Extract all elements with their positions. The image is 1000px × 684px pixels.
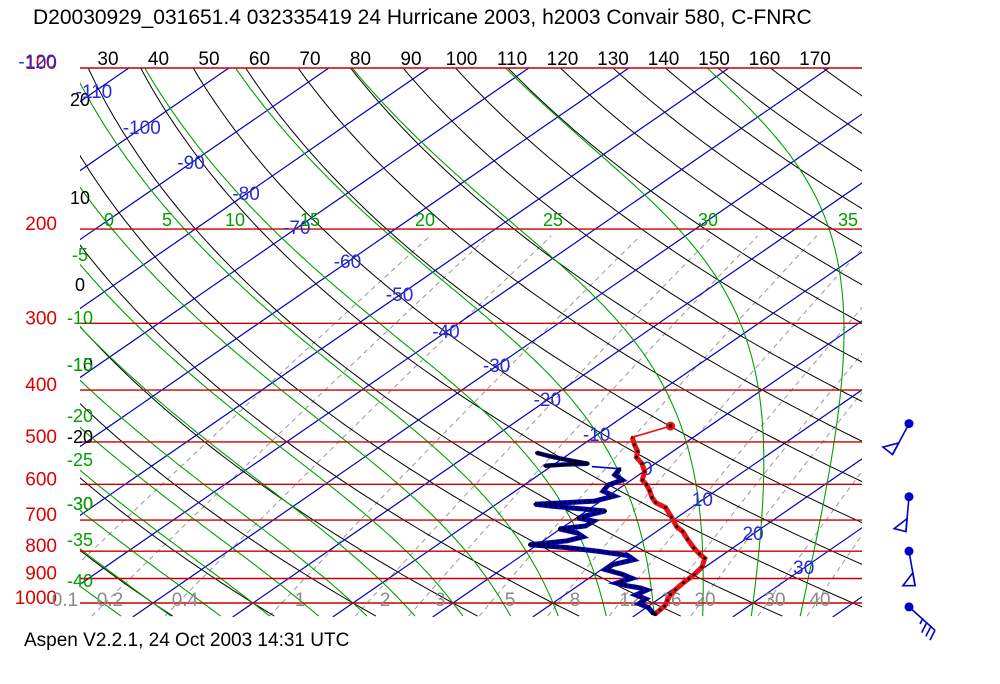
- svg-text:-20: -20: [534, 390, 561, 411]
- wind-barbs: [881, 419, 936, 641]
- svg-text:20: 20: [694, 590, 715, 611]
- svg-text:30: 30: [698, 210, 718, 230]
- svg-text:-10: -10: [583, 425, 610, 446]
- svg-text:-35: -35: [67, 530, 93, 550]
- svg-text:400: 400: [25, 375, 57, 396]
- svg-text:0.2: 0.2: [97, 590, 123, 611]
- svg-text:150: 150: [698, 49, 730, 70]
- wind-barb: [901, 546, 917, 587]
- temperature-trace: [629, 421, 708, 617]
- svg-text:0.1: 0.1: [52, 590, 78, 611]
- wind-barb: [881, 419, 914, 456]
- wind-barb: [904, 602, 936, 641]
- svg-text:-80: -80: [232, 184, 259, 205]
- isotherm-lines: [80, 68, 862, 617]
- svg-text:-25: -25: [67, 450, 93, 470]
- svg-text:-30: -30: [67, 494, 93, 514]
- svg-text:30: 30: [764, 590, 785, 611]
- svg-text:35: 35: [838, 210, 858, 230]
- svg-text:20: 20: [742, 524, 763, 545]
- svg-text:-90: -90: [177, 153, 204, 174]
- svg-text:80: 80: [350, 49, 371, 70]
- svg-text:-30: -30: [67, 494, 93, 514]
- svg-text:0: 0: [75, 275, 85, 295]
- svg-text:100: 100: [446, 49, 478, 70]
- svg-text:-110: -110: [76, 82, 113, 103]
- moist-adiabat-lines: [80, 68, 845, 617]
- svg-text:-40: -40: [67, 571, 93, 591]
- chart-title: D20030929_031651.4 032335419 24 Hurrican…: [33, 6, 812, 29]
- svg-text:-50: -50: [386, 285, 413, 306]
- svg-text:-10: -10: [67, 308, 93, 328]
- svg-text:1: 1: [295, 590, 306, 611]
- svg-text:-120: -120: [18, 52, 56, 73]
- svg-text:25: 25: [543, 210, 563, 230]
- svg-text:0.4: 0.4: [172, 590, 199, 611]
- svg-text:8: 8: [570, 590, 581, 611]
- svg-text:-5: -5: [72, 245, 88, 265]
- svg-text:200: 200: [25, 214, 57, 235]
- svg-text:40: 40: [809, 590, 830, 611]
- svg-text:-20: -20: [67, 427, 93, 447]
- svg-text:-40: -40: [432, 322, 459, 343]
- svg-text:120: 120: [547, 49, 579, 70]
- svg-text:-100: -100: [123, 118, 161, 139]
- svg-text:5: 5: [162, 210, 172, 230]
- svg-text:20: 20: [415, 210, 435, 230]
- svg-text:40: 40: [148, 49, 169, 70]
- svg-text:800: 800: [25, 536, 57, 557]
- svg-text:50: 50: [198, 49, 219, 70]
- svg-text:10: 10: [692, 490, 713, 511]
- svg-text:-60: -60: [334, 252, 361, 273]
- svg-text:110: 110: [497, 49, 527, 70]
- dewpoint-trace: [528, 450, 656, 616]
- svg-text:140: 140: [648, 49, 680, 70]
- svg-text:60: 60: [249, 49, 270, 70]
- status-line: Aspen V2.2.1, 24 Oct 2003 14:31 UTC: [24, 630, 350, 651]
- wind-barb: [892, 492, 914, 533]
- svg-text:-10: -10: [67, 355, 93, 375]
- svg-text:500: 500: [25, 427, 57, 448]
- svg-text:700: 700: [25, 505, 57, 526]
- svg-text:3: 3: [435, 590, 446, 611]
- svg-text:0: 0: [642, 459, 653, 480]
- svg-text:90: 90: [400, 49, 421, 70]
- svg-text:130: 130: [597, 49, 629, 70]
- svg-text:170: 170: [799, 49, 831, 70]
- svg-text:1000: 1000: [15, 588, 57, 609]
- svg-text:300: 300: [25, 308, 57, 329]
- dry-adiabat-lines: [80, 68, 862, 617]
- svg-text:20: 20: [70, 90, 90, 110]
- svg-text:10: 10: [225, 210, 245, 230]
- svg-text:0: 0: [104, 210, 114, 230]
- svg-text:600: 600: [25, 469, 57, 490]
- svg-text:15: 15: [300, 210, 320, 230]
- svg-text:30: 30: [793, 558, 814, 579]
- svg-text:-30: -30: [483, 356, 510, 377]
- svg-text:100: 100: [25, 53, 57, 74]
- svg-text:-70: -70: [283, 218, 310, 239]
- svg-text:10: 10: [70, 188, 90, 208]
- svg-text:70: 70: [299, 49, 320, 70]
- svg-text:30: 30: [97, 49, 118, 70]
- svg-text:-15: -15: [67, 355, 93, 375]
- pressure-gridlines: [80, 67, 862, 604]
- svg-text:900: 900: [25, 564, 57, 585]
- svg-text:-20: -20: [67, 406, 93, 426]
- svg-text:160: 160: [749, 49, 781, 70]
- svg-text:5: 5: [505, 590, 516, 611]
- svg-text:2: 2: [380, 590, 391, 611]
